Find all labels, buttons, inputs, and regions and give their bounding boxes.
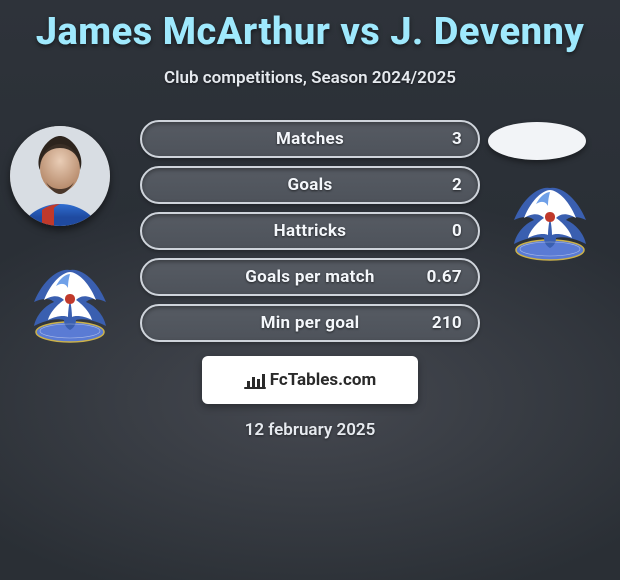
player2-photo-placeholder xyxy=(488,122,586,160)
stat-label: Goals xyxy=(287,175,332,195)
stat-label: Goals per match xyxy=(245,267,374,287)
stat-row: Hattricks 0 xyxy=(140,212,480,250)
stat-row: Goals per match 0.67 xyxy=(140,258,480,296)
eagle-crest-icon xyxy=(20,260,120,344)
comparison-card: James McArthur vs J. Devenny Club compet… xyxy=(0,0,620,440)
stat-row: Matches 3 xyxy=(140,120,480,158)
stats-list: Matches 3 Goals 2 Hattricks 0 Goals per … xyxy=(140,120,480,342)
player1-club-crest xyxy=(20,260,120,344)
player1-silhouette-icon xyxy=(10,126,110,226)
date-label: 12 february 2025 xyxy=(0,420,620,440)
eagle-crest-icon xyxy=(500,178,600,262)
page-title: James McArthur vs J. Devenny xyxy=(0,10,620,54)
player2-club-crest xyxy=(500,178,600,262)
brand-name: FcTables.com xyxy=(270,370,376,390)
stat-label: Hattricks xyxy=(274,221,347,241)
subtitle: Club competitions, Season 2024/2025 xyxy=(0,68,620,88)
stat-label: Min per goal xyxy=(261,313,360,333)
stat-row: Min per goal 210 xyxy=(140,304,480,342)
stat-label: Matches xyxy=(276,129,344,149)
player1-photo xyxy=(10,126,110,226)
brand-badge: FcTables.com xyxy=(202,356,418,404)
stat-row: Goals 2 xyxy=(140,166,480,204)
bar-chart-icon xyxy=(244,371,266,389)
